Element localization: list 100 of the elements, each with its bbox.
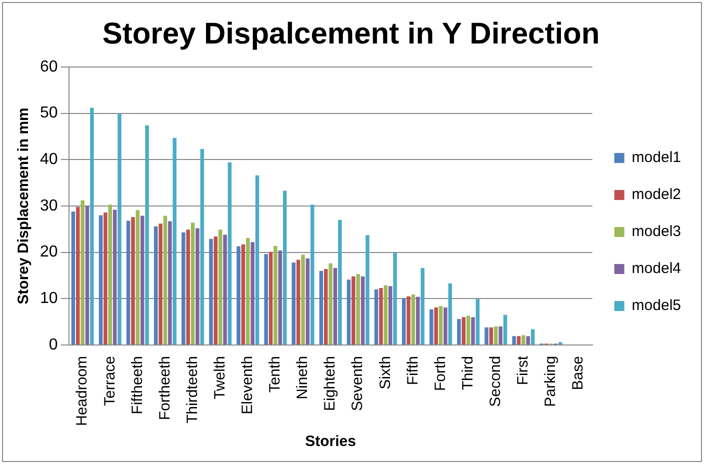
bar	[498, 326, 502, 344]
bar	[420, 268, 424, 344]
bar	[306, 258, 310, 344]
legend-label: model4	[632, 260, 682, 278]
bar	[374, 289, 378, 344]
bar	[108, 204, 112, 344]
x-axis-title: Stories	[305, 433, 356, 450]
bar	[503, 314, 508, 344]
y-tick-label: 30	[40, 197, 58, 214]
bar	[366, 235, 370, 344]
x-tick-label: Third	[459, 356, 476, 390]
bar	[471, 317, 475, 344]
bar	[384, 285, 388, 344]
legend-label: model5	[632, 297, 682, 314]
bar	[154, 226, 158, 344]
bar	[246, 238, 250, 344]
bar	[118, 113, 122, 344]
x-tick-label: Tenth	[266, 356, 284, 393]
bar	[448, 283, 452, 344]
bar	[182, 232, 186, 344]
bar	[112, 210, 117, 344]
bar	[338, 220, 342, 344]
x-tick-label: Terrace	[101, 356, 118, 406]
bar	[530, 329, 535, 344]
bar	[264, 254, 268, 344]
bar	[333, 268, 338, 344]
chart-title: Storey Dispalcement in Y Direction	[102, 17, 600, 50]
x-tick-label: Fifth	[404, 356, 422, 386]
bar	[140, 216, 144, 344]
bar	[172, 138, 176, 344]
bar	[388, 286, 392, 344]
bar	[352, 276, 356, 344]
x-tick-label: Fortheeth	[156, 356, 174, 420]
bar	[85, 206, 90, 344]
x-tick-label: Fiftheeth	[128, 356, 146, 414]
x-tick-label: First	[514, 355, 532, 386]
bar	[282, 190, 287, 344]
bar	[522, 335, 526, 344]
bar	[406, 296, 410, 344]
bar	[71, 212, 76, 344]
x-tick-label: Seventh	[349, 356, 366, 412]
bar	[484, 327, 488, 344]
bar	[489, 327, 494, 344]
bar	[292, 262, 296, 344]
bar	[236, 246, 240, 344]
x-tick-label: Eleventh	[239, 356, 256, 414]
y-tick-label: 10	[40, 290, 58, 308]
bar	[526, 336, 530, 344]
bar	[190, 222, 195, 344]
bar	[126, 220, 130, 344]
bar	[163, 216, 168, 344]
y-axis-title: Storey Displacement in mm	[15, 108, 32, 304]
y-tick-label: 60	[40, 58, 58, 76]
bar	[76, 206, 80, 344]
bar	[296, 260, 300, 344]
x-tick-label: Nineth	[294, 356, 312, 400]
bar	[228, 162, 232, 344]
bar	[462, 317, 466, 344]
bar	[444, 307, 448, 344]
bar	[438, 306, 443, 344]
bar	[516, 336, 521, 344]
x-tick-label: Twelth	[211, 356, 228, 400]
bar	[80, 200, 84, 344]
bar	[136, 210, 140, 344]
bar	[328, 263, 332, 344]
y-tick-label: 40	[40, 151, 58, 168]
bar	[310, 204, 314, 344]
legend-label: model1	[632, 149, 682, 166]
bar	[402, 298, 406, 344]
legend-label: model2	[632, 186, 682, 204]
legend-label: model3	[632, 223, 682, 240]
bar	[457, 319, 461, 344]
bar	[393, 252, 397, 344]
bar	[324, 268, 328, 344]
bar	[319, 270, 324, 344]
bar	[145, 125, 149, 344]
bar	[278, 250, 282, 344]
x-tick-label: Parking	[542, 356, 560, 407]
bar	[90, 108, 94, 344]
bar	[512, 336, 516, 344]
bar	[466, 316, 470, 344]
x-tick-label: Headroom	[74, 356, 91, 426]
bar	[196, 228, 200, 344]
x-tick-label: Base	[570, 356, 587, 390]
bar	[434, 307, 438, 344]
x-tick-label: Eighteth	[322, 356, 339, 412]
bar	[250, 242, 254, 344]
bar	[301, 254, 305, 344]
bar	[476, 299, 480, 344]
bar	[360, 276, 365, 344]
bar	[356, 274, 360, 344]
bar	[186, 230, 190, 344]
x-tick-label: Sixth	[376, 356, 394, 390]
bar	[274, 246, 278, 344]
bar	[104, 212, 108, 344]
bar	[255, 175, 260, 344]
x-tick-label: Second	[487, 356, 504, 407]
bar	[200, 149, 204, 344]
bar	[209, 238, 213, 344]
x-tick-label: Thirdteeth	[184, 356, 201, 424]
